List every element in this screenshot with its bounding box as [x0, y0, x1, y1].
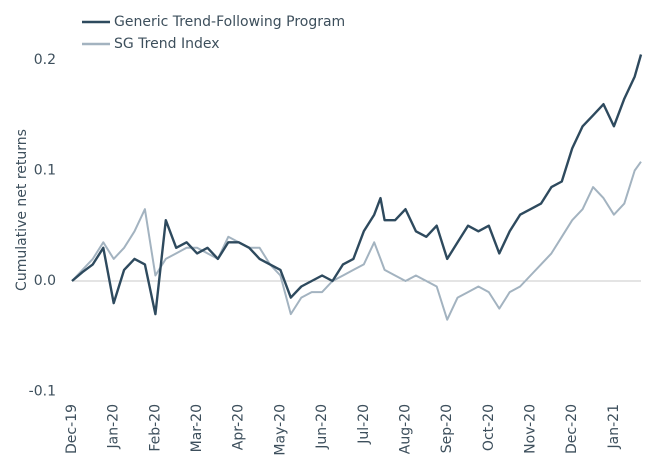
x-tick-label: Sep-20	[439, 404, 455, 453]
x-tick-label: Jun-20	[314, 404, 330, 450]
series-line	[71, 54, 643, 316]
x-tick-label: Jan-21	[606, 404, 622, 449]
y-tick-label: 0.1	[34, 163, 56, 179]
x-tick-label: Feb-20	[147, 404, 163, 452]
x-tick-label: Oct-20	[481, 404, 497, 451]
y-tick-label: 0.2	[34, 52, 56, 68]
series-line	[71, 161, 642, 321]
x-tick-label: Apr-20	[231, 404, 247, 450]
x-tick-label: Jan-20	[106, 404, 122, 449]
x-tick-label: Jul-20	[356, 404, 372, 445]
x-tick-label: May-20	[272, 404, 288, 456]
y-tick-label: -0.1	[29, 384, 56, 400]
y-axis-label: Cumulative net returns	[14, 129, 30, 291]
x-tick-label: Dec-19	[64, 404, 80, 454]
x-tick-label: Aug-20	[397, 404, 413, 454]
legend-label: SG Trend Index	[114, 36, 220, 52]
x-tick-label: Nov-20	[523, 404, 539, 454]
y-tick-label: 0.0	[34, 273, 56, 289]
x-tick-label: Dec-20	[564, 404, 580, 454]
x-tick-label: Mar-20	[189, 404, 205, 452]
legend-label: Generic Trend-Following Program	[114, 14, 345, 30]
